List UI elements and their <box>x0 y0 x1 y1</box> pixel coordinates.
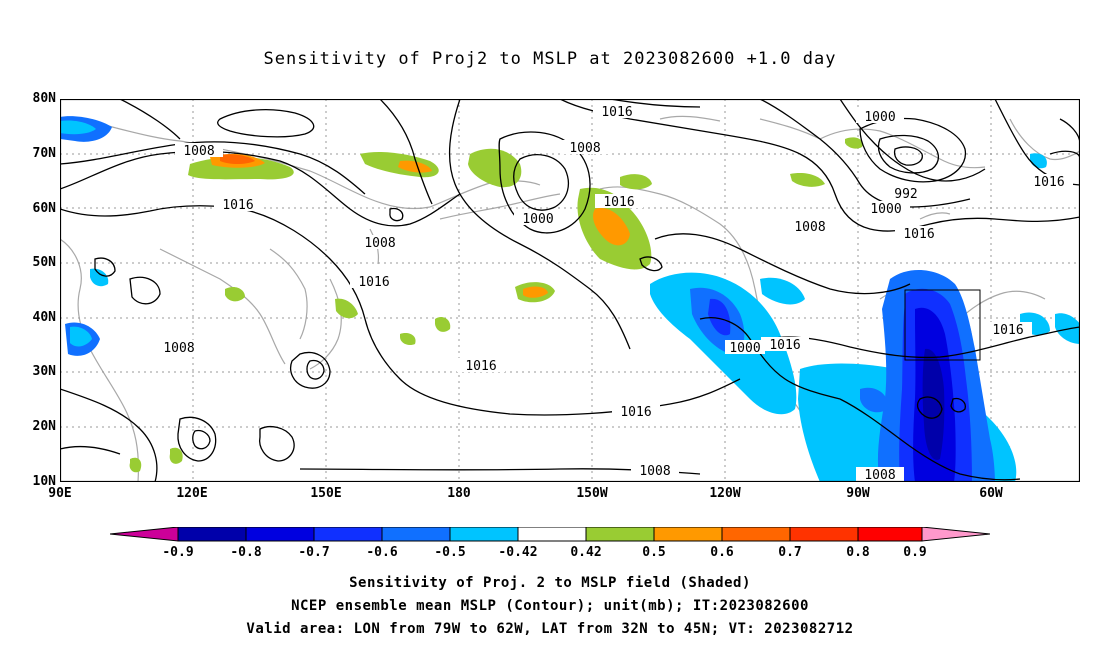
lon-label-60w: 60W <box>979 486 1003 501</box>
colorbar-label: -0.6 <box>366 545 398 560</box>
contour-label: 1000 <box>870 202 901 217</box>
lat-label-40n: 40N <box>32 310 56 325</box>
contour-label: 1000 <box>729 341 760 356</box>
sensitivity-map: 1016 1008 1016 1008 1000 1016 1000 992 1… <box>60 99 1080 482</box>
contour-label: 992 <box>894 187 917 202</box>
colorbar-segment <box>245 527 315 542</box>
colorbar <box>110 527 990 542</box>
mslp-contours <box>60 99 1080 482</box>
colorbar-segment <box>517 527 587 542</box>
footer-line-3: Valid area: LON from 79W to 62W, LAT fro… <box>246 621 854 637</box>
colorbar-label: -0.5 <box>434 545 466 560</box>
lon-label-120w: 120W <box>709 486 741 501</box>
footer-line-2: NCEP ensemble mean MSLP (Contour); unit(… <box>291 598 809 614</box>
lon-label-90e: 90E <box>48 486 72 501</box>
colorbar-segment <box>449 527 519 542</box>
lon-label-150w: 150W <box>576 486 608 501</box>
contour-label: 1016 <box>603 195 634 210</box>
colorbar-label: -0.7 <box>298 545 330 560</box>
colorbar-label: 0.5 <box>642 545 666 560</box>
lat-label-30n: 30N <box>32 364 56 379</box>
colorbar-upper-triangle <box>921 527 990 542</box>
contour-label: 1016 <box>1033 175 1064 190</box>
contour-label: 1008 <box>183 144 214 159</box>
valid-area-box <box>904 289 981 361</box>
colorbar-label: 0.7 <box>778 545 802 560</box>
colorbar-segment <box>381 527 451 542</box>
lat-label-10n: 10N <box>32 474 56 489</box>
contour-label: 1016 <box>992 323 1023 338</box>
colorbar-lower-triangle <box>110 527 179 542</box>
colorbar-label: 0.8 <box>846 545 870 560</box>
colorbar-segment <box>313 527 383 542</box>
contour-label: 1016 <box>358 275 389 290</box>
colorbar-segment <box>789 527 859 542</box>
contour-label: 1016 <box>601 105 632 120</box>
lat-label-60n: 60N <box>32 201 56 216</box>
contour-label: 1016 <box>769 338 800 353</box>
contour-label: 1016 <box>620 405 651 420</box>
contour-label-group: 1016 1008 1016 1008 1000 1016 1000 992 1… <box>155 104 1073 482</box>
contour-label: 1016 <box>465 359 496 374</box>
contour-label: 1008 <box>639 464 670 479</box>
contour-label: 1000 <box>864 110 895 125</box>
lon-label-180: 180 <box>447 486 471 501</box>
contour-label: 1008 <box>364 236 395 251</box>
colorbar-label: 0.42 <box>570 545 602 560</box>
contour-label: 1016 <box>222 198 253 213</box>
colorbar-label: 0.9 <box>903 545 927 560</box>
lat-label-50n: 50N <box>32 255 56 270</box>
shaded-negative-regions <box>60 116 1080 482</box>
footer-line-1: Sensitivity of Proj. 2 to MSLP field (Sh… <box>349 575 751 591</box>
colorbar-label: -0.42 <box>498 545 538 560</box>
shaded-positive-regions <box>129 137 863 473</box>
lat-label-80n: 80N <box>32 91 56 106</box>
contour-label: 1008 <box>864 468 895 482</box>
colorbar-segment <box>721 527 791 542</box>
contour-label: 1008 <box>163 341 194 356</box>
contour-label: 1008 <box>794 220 825 235</box>
lon-label-150e: 150E <box>310 486 342 501</box>
colorbar-segment <box>585 527 655 542</box>
contour-label: 1016 <box>903 227 934 242</box>
colorbar-label: -0.8 <box>230 545 262 560</box>
lat-label-20n: 20N <box>32 419 56 434</box>
lon-label-120e: 120E <box>176 486 208 501</box>
colorbar-segment <box>857 527 923 542</box>
contour-label: 1008 <box>569 141 600 156</box>
lon-label-90w: 90W <box>846 486 870 501</box>
map-frame <box>60 99 1080 482</box>
colorbar-label: 0.6 <box>710 545 734 560</box>
contour-label: 1000 <box>522 212 553 227</box>
lat-label-70n: 70N <box>32 146 56 161</box>
plot-title: Sensitivity of Proj2 to MSLP at 20230826… <box>263 49 837 69</box>
colorbar-segment <box>653 527 723 542</box>
colorbar-label: -0.9 <box>162 545 194 560</box>
colorbar-segment <box>177 527 247 542</box>
